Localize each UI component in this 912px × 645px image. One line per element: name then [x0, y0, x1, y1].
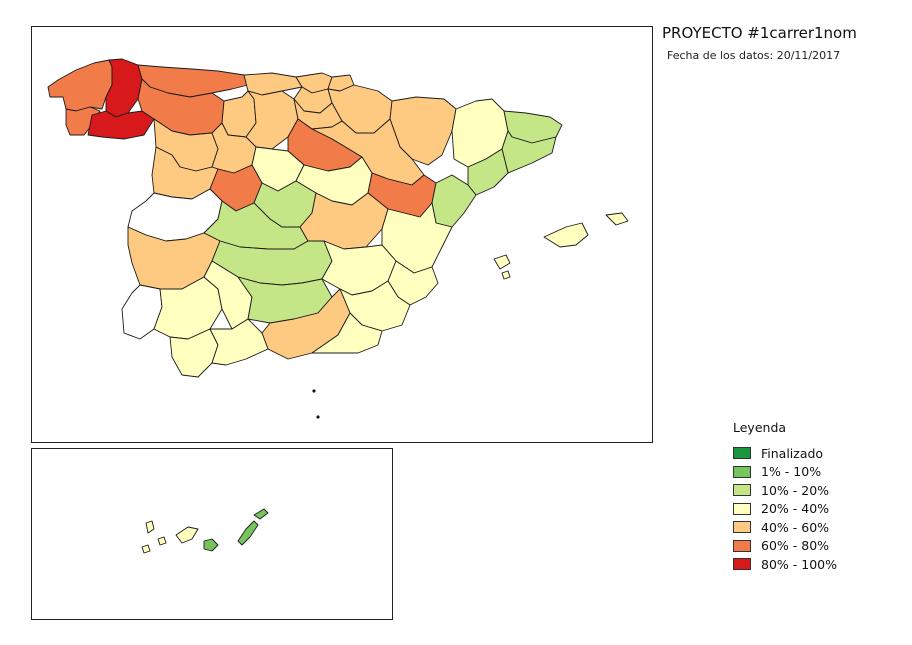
legend-item-20-40: 20% - 40%: [733, 500, 837, 519]
ceuta-marker: [312, 389, 316, 393]
legend-swatch: [733, 502, 751, 515]
legend-item-finalizado: Finalizado: [733, 444, 837, 463]
legend-label: 80% - 100%: [761, 556, 837, 572]
province-fuerteventura: [237, 520, 259, 546]
mainland-map: [47, 58, 629, 419]
legend-item-1-10: 1% - 10%: [733, 463, 837, 482]
province-tenerife: [175, 526, 199, 544]
data-date: Fecha de los datos: 20/11/2017: [667, 49, 841, 62]
province-gran-canaria: [203, 538, 219, 552]
mainland-map-frame: [31, 26, 653, 443]
province-formentera: [501, 270, 511, 280]
legend-swatch: [733, 484, 751, 497]
province-la-gomera: [157, 536, 167, 546]
legend-item-80-100: 80% - 100%: [733, 555, 837, 574]
province-burgos: [245, 90, 299, 150]
legend: Leyenda Finalizado 1% - 10% 10% - 20% 20…: [733, 420, 837, 574]
canary-islands-frame: [31, 448, 393, 620]
province-malaga: [209, 318, 269, 366]
legend-label: 40% - 60%: [761, 519, 830, 535]
province-ourense: [87, 110, 155, 140]
province-el-hierro: [141, 544, 151, 554]
province-menorca: [605, 212, 629, 226]
legend-swatch: [733, 465, 751, 478]
province-huelva: [121, 284, 163, 340]
province-ibiza: [493, 254, 511, 270]
province-mallorca: [543, 222, 589, 248]
province-la-palma: [145, 520, 155, 534]
legend-label: 20% - 40%: [761, 501, 830, 517]
legend-label: Finalizado: [761, 445, 824, 461]
legend-item-60-80: 60% - 80%: [733, 537, 837, 556]
legend-item-40-60: 40% - 60%: [733, 518, 837, 537]
province-almeria: [311, 312, 383, 354]
melilla-marker: [316, 415, 320, 419]
legend-label: 60% - 80%: [761, 538, 830, 554]
canary-islands-map: [141, 508, 269, 554]
province-cantabria: [243, 72, 303, 96]
province-lanzarote: [253, 508, 269, 520]
legend-swatch: [733, 447, 751, 460]
map-title: PROYECTO #1carrer1nom: [662, 24, 857, 42]
legend-label: 10% - 20%: [761, 482, 830, 498]
legend-swatch: [733, 558, 751, 571]
province-barcelona: [501, 130, 557, 174]
legend-item-10-20: 10% - 20%: [733, 481, 837, 500]
legend-title: Leyenda: [733, 420, 787, 435]
legend-label: 1% - 10%: [761, 464, 822, 480]
legend-swatch: [733, 539, 751, 552]
legend-swatch: [733, 521, 751, 534]
province-a-coruna: [47, 59, 113, 112]
